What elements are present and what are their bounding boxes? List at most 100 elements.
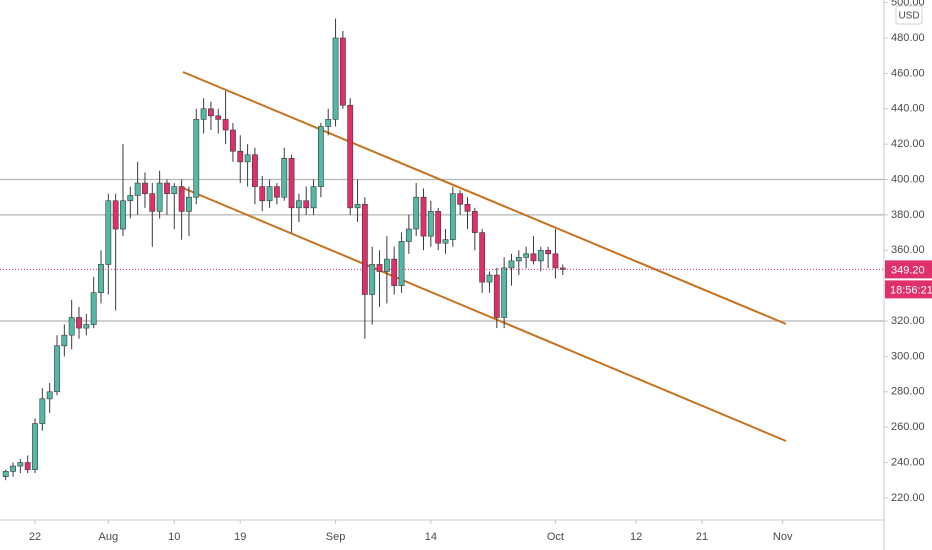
y-tick-label: 500.00 bbox=[891, 0, 925, 9]
candle-body bbox=[156, 182, 163, 212]
candle-body bbox=[120, 200, 126, 230]
y-tick-label: 320.00 bbox=[891, 315, 925, 327]
currency-label: USD bbox=[898, 11, 919, 22]
candle-body bbox=[281, 157, 288, 198]
candle-body bbox=[332, 37, 339, 120]
candle-body bbox=[391, 258, 398, 286]
candle-body bbox=[479, 232, 486, 283]
candle-body bbox=[523, 253, 530, 258]
candle-body bbox=[61, 334, 68, 347]
last-price-label: 349.20 bbox=[891, 264, 925, 276]
candle-body bbox=[435, 211, 442, 244]
trend-line-lower bbox=[182, 187, 787, 442]
candle-body bbox=[274, 186, 280, 198]
candle-body bbox=[325, 119, 332, 127]
candle-body bbox=[2, 471, 9, 477]
candle-body bbox=[339, 37, 346, 106]
candle-body bbox=[32, 423, 38, 470]
candle-body bbox=[208, 108, 214, 117]
candle-body bbox=[420, 196, 427, 237]
candle-body bbox=[112, 200, 119, 230]
candle-body bbox=[83, 324, 90, 329]
candle-body bbox=[90, 292, 97, 325]
candle-body bbox=[259, 186, 266, 202]
candle-body bbox=[266, 186, 273, 202]
candle-body bbox=[134, 182, 141, 196]
trend-line-upper bbox=[182, 71, 787, 325]
candle-body bbox=[237, 150, 244, 163]
candle-body bbox=[244, 154, 251, 163]
candle-body bbox=[464, 203, 471, 212]
y-tick-label: 460.00 bbox=[891, 67, 925, 79]
candle-body bbox=[98, 264, 104, 294]
candle-body bbox=[222, 119, 229, 131]
candle-body bbox=[186, 196, 192, 212]
candle-body bbox=[17, 462, 24, 467]
candle-body bbox=[164, 182, 170, 194]
y-tick-label: 280.00 bbox=[891, 386, 925, 398]
y-tick-label: 360.00 bbox=[891, 244, 925, 256]
y-tick-label: 380.00 bbox=[891, 209, 925, 221]
x-tick-label: 12 bbox=[630, 531, 642, 543]
candle-body bbox=[215, 115, 222, 120]
candle-body bbox=[295, 200, 302, 209]
candle-body bbox=[501, 267, 508, 318]
candle-body bbox=[471, 211, 478, 233]
candle-body bbox=[10, 465, 16, 472]
x-tick-label: Sep bbox=[326, 531, 346, 543]
candle-body bbox=[193, 119, 200, 198]
candle-body bbox=[545, 249, 552, 255]
candle-body bbox=[508, 260, 515, 269]
candle-body bbox=[310, 186, 317, 209]
candle-body bbox=[171, 186, 178, 194]
candle-body bbox=[427, 211, 434, 237]
countdown-tag bbox=[885, 280, 932, 299]
candle-body bbox=[68, 317, 75, 336]
candle-body bbox=[413, 196, 420, 230]
candle-body bbox=[200, 108, 207, 120]
candle-body bbox=[178, 186, 185, 212]
x-tick-label: 14 bbox=[425, 531, 437, 543]
candle-body bbox=[537, 249, 544, 262]
candle-body bbox=[405, 228, 412, 242]
candle-body bbox=[303, 200, 310, 209]
candle-body bbox=[24, 462, 31, 470]
x-tick-label: 22 bbox=[29, 531, 41, 543]
candle-body bbox=[230, 129, 236, 152]
candle-body bbox=[515, 257, 522, 262]
candle-body bbox=[317, 126, 324, 187]
candle-body bbox=[493, 274, 500, 318]
candle-body bbox=[530, 253, 537, 262]
candle-body bbox=[252, 154, 258, 187]
candle-body bbox=[369, 264, 376, 295]
candle-body bbox=[354, 203, 361, 209]
x-tick-label: Nov bbox=[773, 531, 793, 543]
candle-body bbox=[486, 274, 493, 283]
candle-body bbox=[442, 239, 449, 244]
candle-body bbox=[39, 398, 46, 424]
candle-body bbox=[76, 317, 82, 329]
x-tick-label: 19 bbox=[234, 531, 246, 543]
candle-body bbox=[46, 391, 53, 400]
y-tick-label: 300.00 bbox=[891, 350, 925, 362]
x-tick-label: Oct bbox=[547, 531, 564, 543]
candle-body bbox=[142, 182, 148, 194]
x-tick-label: 10 bbox=[168, 531, 180, 543]
x-tick-label: Aug bbox=[99, 531, 119, 543]
candle-body bbox=[449, 193, 456, 240]
countdown-label: 18:56:21 bbox=[890, 284, 932, 296]
x-tick-label: 21 bbox=[696, 531, 708, 543]
candle-body bbox=[457, 193, 464, 205]
candle-body bbox=[398, 241, 405, 286]
candle-body bbox=[361, 203, 368, 295]
candle-body bbox=[347, 104, 354, 209]
y-tick-label: 220.00 bbox=[891, 492, 925, 504]
currency-box bbox=[895, 5, 923, 25]
candle-body bbox=[552, 253, 559, 269]
candle-body bbox=[149, 193, 156, 212]
candle-body bbox=[105, 200, 112, 265]
last-price-tag bbox=[885, 260, 932, 279]
candle-body bbox=[383, 258, 390, 272]
candle-body bbox=[559, 267, 566, 270]
